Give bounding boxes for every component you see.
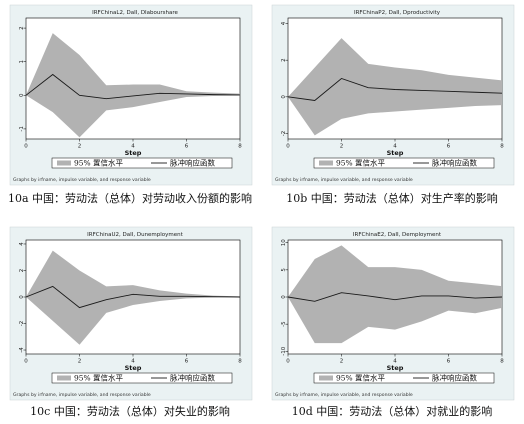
x-tick-label: 2 bbox=[340, 359, 344, 365]
irf-line bbox=[25, 73, 241, 100]
figure-caption: 10c 中国：劳动法（总体）对失业的影响 bbox=[30, 404, 230, 418]
legend-box bbox=[313, 157, 495, 169]
y-tick-label: 0 bbox=[19, 295, 25, 299]
x-tick-label: 2 bbox=[78, 144, 82, 150]
y-tick-label: 4 bbox=[281, 21, 287, 25]
x-tick-label: 2 bbox=[78, 359, 82, 365]
confidence-band bbox=[26, 250, 240, 345]
x-tick-label: 6 bbox=[185, 359, 189, 365]
y-tick-label: 2 bbox=[19, 269, 25, 273]
graph-note: Graphs by irfname, impulse variable, and… bbox=[275, 177, 413, 183]
y-tick-label: 2 bbox=[281, 58, 287, 62]
legend-swatch-band bbox=[57, 160, 71, 166]
legend: 95% 置信水平 脉冲响应函数 bbox=[51, 157, 233, 169]
y-tick-label: -2 bbox=[19, 321, 25, 326]
graph-note: Graphs by irfname, impulse variable, and… bbox=[275, 392, 413, 398]
confidence-band bbox=[26, 33, 240, 138]
x-axis-label: Step bbox=[387, 364, 404, 372]
legend-label-band: 95% 置信水平 bbox=[336, 373, 386, 383]
y-tick-label: 5 bbox=[281, 268, 287, 272]
legend-label-band: 95% 置信水平 bbox=[336, 158, 386, 168]
legend-box bbox=[51, 372, 233, 384]
x-tick-label: 2 bbox=[340, 144, 344, 150]
x-tick-label: 4 bbox=[393, 144, 397, 150]
confidence-band bbox=[288, 38, 502, 136]
y-tick-label: 10 bbox=[281, 239, 287, 246]
x-tick-label: 8 bbox=[500, 144, 504, 150]
y-tick-label: 0 bbox=[19, 93, 25, 97]
legend-label-line: 脉冲响应函数 bbox=[170, 373, 215, 383]
y-tick-label: -1 bbox=[19, 126, 25, 131]
chart-panel-2: IRFChinaP2, DaII, Dproductivity -2 0 2 4 0 2 4 6… bbox=[271, 4, 515, 186]
legend-label-band: 95% 置信水平 bbox=[74, 158, 124, 168]
x-tick-label: 6 bbox=[447, 144, 451, 150]
legend-swatch-band bbox=[57, 375, 71, 381]
y-tick-label: 0 bbox=[281, 295, 287, 299]
y-tick-label: -4 bbox=[19, 347, 25, 353]
panel-title: IRFChinaP2, DaII, Dproductivity bbox=[354, 10, 441, 16]
x-tick-label: 4 bbox=[393, 359, 397, 365]
x-axis-label: Step bbox=[125, 149, 142, 157]
y-tick-label: 0 bbox=[281, 95, 287, 99]
legend: 95% 置信水平 脉冲响应函数 bbox=[313, 372, 495, 384]
confidence-band bbox=[288, 245, 502, 344]
x-tick-label: 0 bbox=[24, 359, 28, 365]
y-tick-label: -2 bbox=[281, 131, 287, 136]
x-tick-label: 8 bbox=[238, 144, 242, 150]
x-axis-label: Step bbox=[125, 364, 142, 372]
x-tick-label: 0 bbox=[24, 144, 28, 150]
irf-line bbox=[287, 77, 503, 101]
x-tick-label: 6 bbox=[447, 359, 451, 365]
y-tick-label: 1 bbox=[19, 60, 25, 64]
x-tick-label: 6 bbox=[185, 144, 189, 150]
x-tick-label: 8 bbox=[500, 359, 504, 365]
x-tick-label: 4 bbox=[131, 359, 135, 365]
legend-label-line: 脉冲响应函数 bbox=[432, 373, 477, 383]
legend: 95% 置信水平 脉冲响应函数 bbox=[51, 372, 233, 384]
x-tick-label: 0 bbox=[286, 359, 290, 365]
legend-swatch-band bbox=[319, 375, 333, 381]
legend-label-line: 脉冲响应函数 bbox=[432, 158, 477, 168]
graph-note: Graphs by irfname, impulse variable, and… bbox=[13, 392, 151, 398]
chart-panel-3: IRFChinaU2, DaII, Dunemployment -4 -2 0 2 4 0 2… bbox=[9, 226, 253, 401]
panel-title: IRFChinaU2, DaII, Dunemployment bbox=[87, 232, 184, 238]
legend-box bbox=[51, 157, 233, 169]
legend-label-band: 95% 置信水平 bbox=[74, 373, 124, 383]
legend-swatch-band bbox=[319, 160, 333, 166]
chart-panel-1: IRFChinaL2, DaII, DIabourshare -1 0 1 2 0 2 4 6 8… bbox=[9, 4, 253, 186]
panel-title: IRFChinaL2, DaII, DIabourshare bbox=[92, 10, 178, 16]
panel-title: IRFChinaE2, DaII, Demployment bbox=[353, 232, 442, 238]
graph-note: Graphs by irfname, impulse variable, and… bbox=[13, 177, 151, 183]
figure-caption: 10b 中国：劳动法（总体）对生产率的影响 bbox=[286, 191, 498, 205]
irf-line bbox=[25, 285, 241, 309]
legend-box bbox=[313, 372, 495, 384]
irf-line bbox=[287, 292, 503, 302]
y-tick-label: -10 bbox=[281, 346, 287, 355]
y-tick-label: 2 bbox=[19, 26, 25, 30]
y-tick-label: 4 bbox=[19, 242, 25, 246]
legend: 95% 置信水平 脉冲响应函数 bbox=[313, 157, 495, 169]
x-axis-label: Step bbox=[387, 149, 404, 157]
figure-caption: 10a 中国：劳动法（总体）对劳动收入份额的影响 bbox=[8, 191, 252, 205]
legend-label-line: 脉冲响应函数 bbox=[170, 158, 215, 168]
chart-panel-4: IRFChinaE2, DaII, Demployment -10 -5 0 5 10 0 2… bbox=[271, 226, 515, 401]
y-tick-label: -5 bbox=[281, 321, 287, 327]
x-tick-label: 8 bbox=[238, 359, 242, 365]
x-tick-label: 0 bbox=[286, 144, 290, 150]
figure-caption: 10d 中国：劳动法（总体）对就业的影响 bbox=[292, 404, 493, 418]
x-tick-label: 4 bbox=[131, 144, 135, 150]
